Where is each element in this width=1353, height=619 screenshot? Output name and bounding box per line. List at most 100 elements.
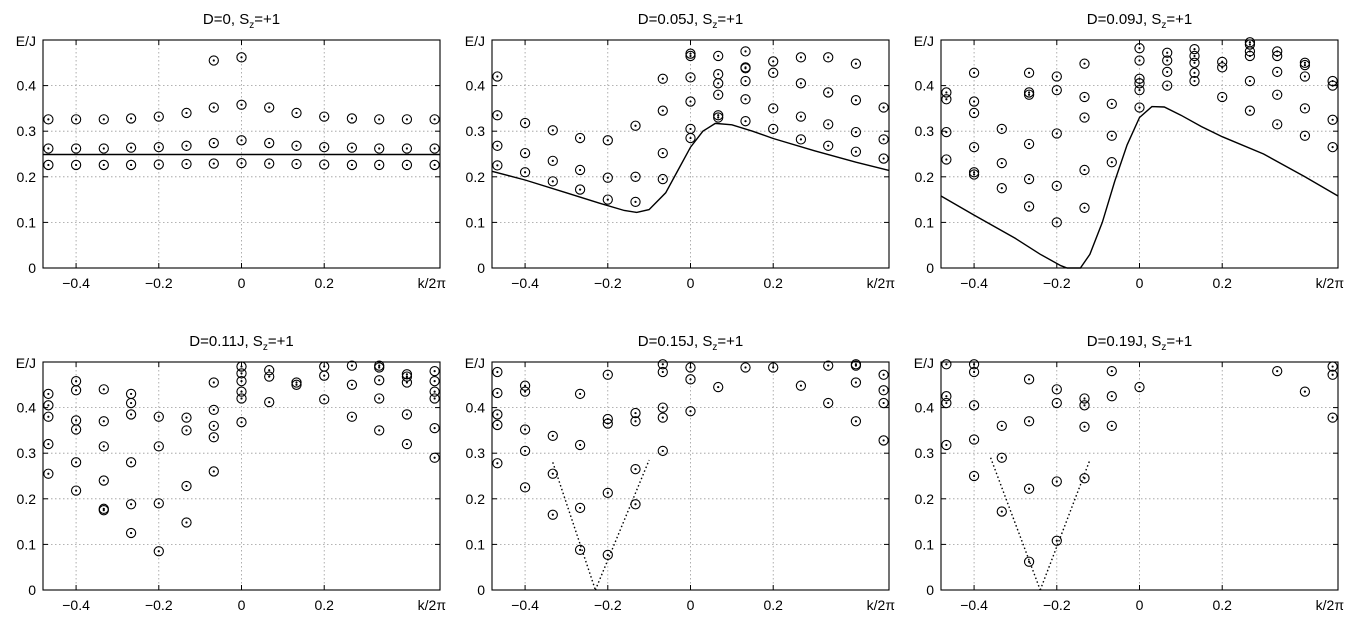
chart-5-point-center (523, 384, 527, 387)
chart-5-point (519, 445, 531, 457)
chart-4-point-center (240, 365, 243, 368)
chart-4-point (236, 417, 247, 428)
chart-2-xtick-label: −0.2 (594, 275, 622, 291)
chart-5-point-center (689, 378, 692, 381)
chart-3-point (1299, 57, 1311, 68)
chart-panel-5: −0.4 −0.2 0 0.2 0 0.1 0.2 0.3 0.4 E/J k/2π D=0.15J,… (465, 333, 896, 613)
chart-2-point (823, 52, 834, 63)
chart-1-point (291, 158, 302, 170)
chart-3-point-center (1055, 184, 1058, 188)
chart-4-point-center (378, 429, 381, 432)
chart-6-point (941, 439, 952, 451)
chart-1-point (264, 137, 275, 149)
chart-4-point (319, 361, 330, 372)
chart-3-point (1051, 85, 1062, 96)
chart-6-point (1106, 391, 1117, 402)
chart-6-title-main: D=0.19J, S (1087, 333, 1162, 350)
chart-1-ytick-label: 0.1 (17, 214, 37, 230)
chart-2-point-center (689, 52, 692, 55)
chart-5-point (519, 482, 531, 493)
chart-2-point-center (496, 75, 499, 78)
chart-4-point (374, 375, 385, 386)
chart-6-point-center (1083, 425, 1086, 428)
chart-6-point-center (1000, 456, 1003, 459)
chart-5-point (878, 385, 889, 396)
chart-3-point-center (1138, 47, 1141, 50)
chart-2-point (547, 176, 558, 187)
chart-6-point-center (1083, 397, 1086, 400)
chart-3-point-center (945, 131, 948, 134)
chart-1-point (319, 111, 330, 122)
chart-6-point-center (1055, 401, 1058, 405)
chart-1-point-center (212, 162, 215, 165)
chart-4-point-center (74, 428, 78, 431)
chart-6-point (968, 470, 980, 482)
chart-4-point (401, 438, 413, 450)
chart-4-point (264, 371, 275, 382)
chart-5-point-center (661, 449, 664, 453)
chart-2-dispersion-curve (491, 122, 890, 214)
chart-1-point-center (157, 163, 160, 166)
chart-5-title-suffix: =+1 (717, 333, 743, 350)
chart-2-point (713, 89, 724, 100)
chart-6-point (1023, 483, 1035, 494)
chart-2-point-center (717, 116, 720, 119)
chart-3-point (996, 183, 1007, 194)
chart-4-point-center (47, 442, 50, 446)
chart-1-point (291, 107, 302, 119)
chart-5-point (547, 468, 558, 479)
chart-3-point (1106, 130, 1117, 141)
chart-6-point (1079, 393, 1090, 404)
chart-3-point-center (1110, 161, 1113, 164)
chart-3-point-center (1276, 93, 1279, 96)
chart-3-point (1134, 73, 1145, 84)
chart-5-point (574, 502, 586, 514)
chart-1-point-center (323, 163, 326, 166)
chart-3-point-center (1138, 89, 1141, 92)
chart-1-point (429, 159, 440, 171)
chart-2-point-center (882, 157, 885, 160)
chart-6-plot-frame (940, 361, 1339, 591)
chart-5-point (519, 424, 531, 435)
chart-2-point (878, 102, 889, 113)
chart-1-point (319, 142, 330, 153)
chart-4-point-center (185, 521, 188, 524)
chart-2-point-center (578, 136, 582, 140)
chart-2-x-axis-label: k/2π (867, 275, 896, 291)
chart-3-point (968, 67, 980, 78)
chart-3-point-center (1027, 71, 1031, 74)
chart-5-point (850, 416, 862, 427)
chart-3-point-center (1027, 177, 1031, 181)
chart-1-point (208, 137, 219, 149)
chart-3-point-center (1000, 162, 1003, 165)
chart-3-point (1272, 46, 1283, 57)
chart-5-point-center (661, 370, 664, 374)
chart-3-x-axis-label: k/2π (1316, 275, 1345, 291)
chart-1-point (264, 158, 275, 169)
chart-5-point-center (523, 390, 527, 393)
chart-4-point-center (433, 380, 436, 383)
chart-6-point (1079, 473, 1090, 484)
chart-3-point (1051, 71, 1062, 82)
chart-6-title: D=0.19J, Sz=+1 (1087, 333, 1193, 353)
chart-1-point-center (350, 117, 354, 120)
chart-2-point-center (689, 127, 692, 131)
chart-5-point (492, 419, 503, 431)
chart-1-point (181, 107, 192, 119)
chart-3-point (996, 157, 1007, 169)
chart-2-point-center (854, 150, 858, 153)
chart-1-point-center (295, 111, 298, 115)
chart-4-point-center (212, 408, 215, 411)
chart-5-point-center (854, 381, 858, 384)
chart-4-point-center (74, 380, 78, 383)
chart-1-point-center (74, 163, 78, 167)
chart-2-point-center (827, 123, 830, 126)
chart-4-point (319, 394, 330, 405)
chart-5-dotted-guide (552, 462, 597, 591)
chart-6-point-center (1331, 373, 1334, 376)
chart-3-point (1079, 164, 1090, 176)
chart-3-point (1079, 91, 1090, 103)
chart-3-point-center (1083, 206, 1086, 209)
chart-4-point (43, 388, 54, 400)
chart-1-point-center (129, 146, 133, 149)
